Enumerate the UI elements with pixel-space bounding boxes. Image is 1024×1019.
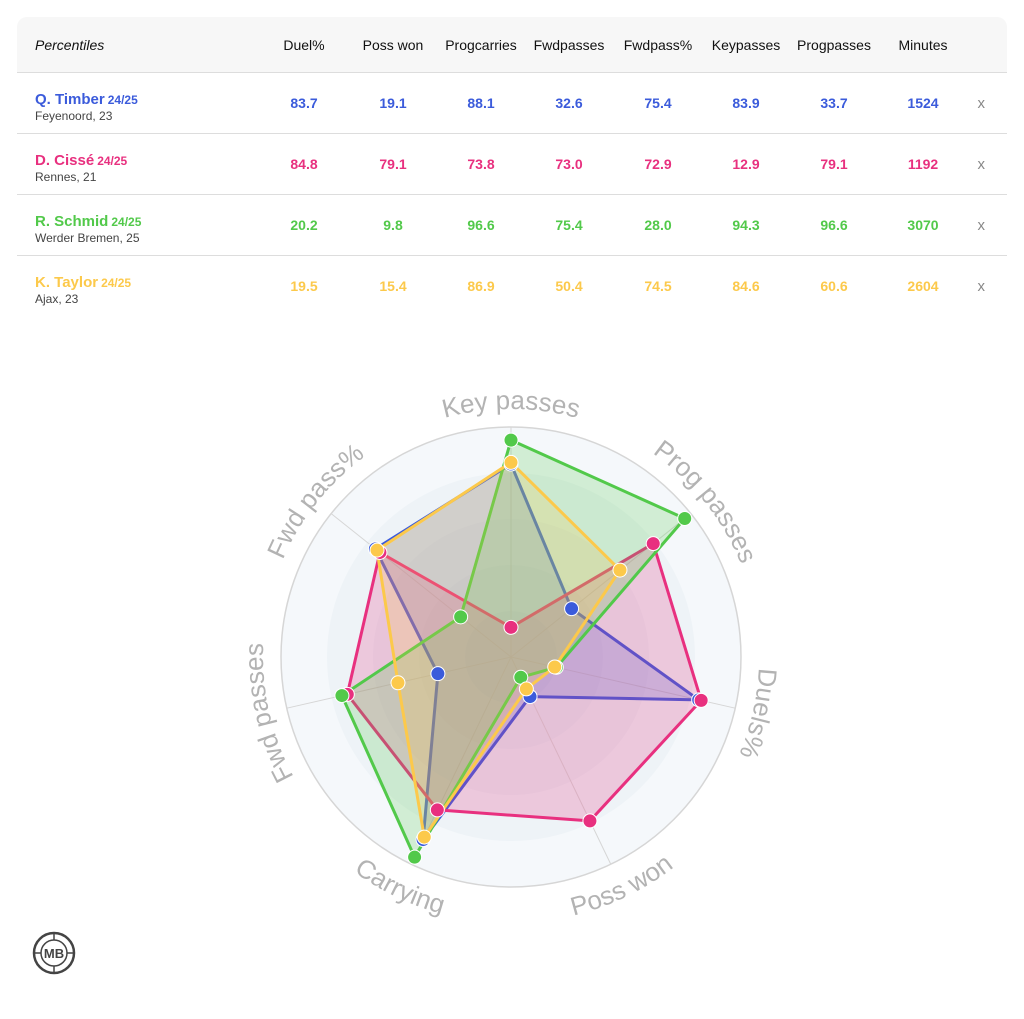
player-club: Rennes, 21 <box>35 170 97 184</box>
remove-player-button[interactable]: x <box>977 216 986 234</box>
table-cell: 3070 <box>907 217 939 233</box>
player-name[interactable]: Q. Timber 24/25 <box>35 91 138 108</box>
radar-point <box>518 681 534 697</box>
column-header: Prog passes <box>797 36 871 53</box>
table-cell: 1192 <box>907 156 939 172</box>
radar-point <box>582 813 598 829</box>
radar-point <box>416 829 432 845</box>
remove-player-button[interactable]: x <box>977 155 986 173</box>
table-cell: 19.1 <box>379 95 407 111</box>
radar-point <box>645 536 661 552</box>
radar-point <box>612 562 628 578</box>
table-cell: 86.9 <box>467 278 495 294</box>
column-header: Key passes <box>711 36 781 53</box>
axis-label: Duels% <box>734 667 783 763</box>
radar-point <box>430 666 446 682</box>
column-header: Fwd pass% <box>623 36 693 53</box>
table-row: K. Taylor 24/25 Ajax, 23 19.5 15.4 86.9 50.4 74… <box>17 256 1007 316</box>
radar-point <box>564 601 580 617</box>
table-header: Percentiles Duel% Poss won Prog carries Fwd p… <box>17 17 1007 73</box>
radar-point <box>453 609 469 625</box>
column-header: Minutes <box>898 36 948 53</box>
radar-series-2 <box>340 438 687 859</box>
column-header: Duel% <box>283 36 325 53</box>
player-season: 24/25 <box>111 215 142 229</box>
column-header: Prog carries <box>445 36 517 53</box>
player-name[interactable]: K. Taylor 24/25 <box>35 274 132 291</box>
table-body: Q. Timber 24/25 Feyenoord, 23 83.7 19.1 88.1 3… <box>17 73 1007 316</box>
mb-logo: MB <box>32 931 76 975</box>
table-cell: 74.5 <box>644 278 672 294</box>
radar-point <box>547 659 563 675</box>
table-cell: 2604 <box>907 278 939 294</box>
table-cell: 33.7 <box>820 95 848 111</box>
table-cell: 79.1 <box>820 156 848 172</box>
table-cell: 83.7 <box>290 95 318 111</box>
radar-point <box>503 454 519 470</box>
radar-spoke <box>510 513 692 658</box>
table-cell: 94.3 <box>732 217 760 233</box>
table-row: Q. Timber 24/25 Feyenoord, 23 83.7 19.1 88.1 3… <box>17 73 1007 134</box>
radar-series-3 <box>375 460 622 839</box>
radar-point <box>390 675 406 691</box>
player-club: Feyenoord, 23 <box>35 109 113 123</box>
table-cell: 84.8 <box>290 156 318 172</box>
player-name[interactable]: R. Schmid 24/25 <box>35 213 142 230</box>
table-cell: 20.2 <box>290 217 318 233</box>
player-name[interactable]: D. Cissé 24/25 <box>35 152 128 169</box>
remove-player-button[interactable]: x <box>977 277 986 295</box>
radar-point <box>369 542 385 558</box>
player-club: Werder Bremen, 25 <box>35 231 140 245</box>
table-cell: 75.4 <box>555 217 583 233</box>
remove-player-button[interactable]: x <box>977 94 986 112</box>
radar-point <box>503 619 519 635</box>
player-season: 24/25 <box>101 276 132 290</box>
column-header: Poss won <box>362 36 424 53</box>
table-cell: 73.0 <box>555 156 583 172</box>
table-cell: 15.4 <box>379 278 407 294</box>
player-season: 24/25 <box>107 93 138 107</box>
table-cell: 96.6 <box>820 217 848 233</box>
table-cell: 72.9 <box>644 156 672 172</box>
table-cell: 73.8 <box>467 156 495 172</box>
table-cell: 9.8 <box>383 217 403 233</box>
table-cell: 84.6 <box>732 278 760 294</box>
player-club: Ajax, 23 <box>35 292 79 306</box>
table-cell: 50.4 <box>555 278 583 294</box>
logo-text: MB <box>44 946 64 961</box>
radar-point <box>677 510 693 526</box>
table-cell: 12.9 <box>732 156 760 172</box>
radar-point <box>334 688 350 704</box>
table-cell: 1524 <box>907 95 939 111</box>
table-row: D. Cissé 24/25 Rennes, 21 84.8 79.1 73.8 73.0 7… <box>17 134 1007 195</box>
header-percentiles: Percentiles <box>35 36 105 53</box>
radar-point <box>407 849 423 865</box>
percentiles-table: Percentiles Duel% Poss won Prog carries Fwd p… <box>17 17 1007 316</box>
table-cell: 88.1 <box>467 95 495 111</box>
table-cell: 19.5 <box>290 278 318 294</box>
table-cell: 32.6 <box>555 95 583 111</box>
player-season: 24/25 <box>97 154 128 168</box>
table-cell: 96.6 <box>467 217 495 233</box>
table-cell: 60.6 <box>820 278 848 294</box>
table-cell: 75.4 <box>644 95 672 111</box>
radar-point <box>503 432 519 448</box>
radar-spoke <box>330 513 512 658</box>
table-cell: 79.1 <box>379 156 407 172</box>
axis-label: Key passes <box>439 385 583 424</box>
radar-point <box>693 692 709 708</box>
radar-point <box>429 802 445 818</box>
table-cell: 83.9 <box>732 95 760 111</box>
column-header: Fwd passes <box>533 36 605 53</box>
table-row: R. Schmid 24/25 Werder Bremen, 25 20.2 9.8 96… <box>17 195 1007 256</box>
table-cell: 28.0 <box>644 217 672 233</box>
